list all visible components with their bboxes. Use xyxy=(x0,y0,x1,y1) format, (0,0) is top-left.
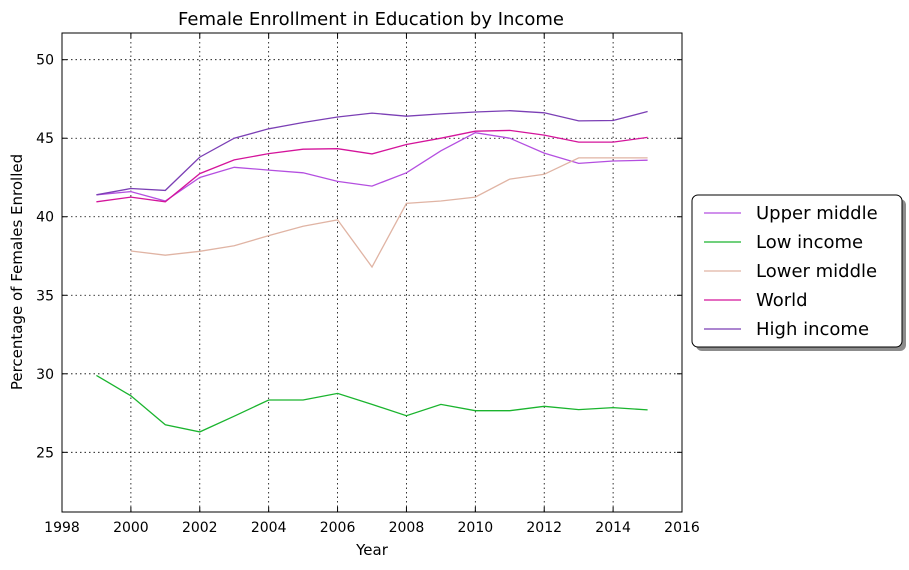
series-line-world xyxy=(96,129,648,203)
series-line-upper-middle xyxy=(96,132,648,202)
ticks xyxy=(61,33,683,512)
legend-label-low-income: Low income xyxy=(756,232,863,253)
y-tick-label: 30 xyxy=(36,367,54,383)
y-tick-label: 45 xyxy=(36,131,54,147)
legend: Upper middle Low income Lower middle World H… xyxy=(691,194,906,351)
x-tick-label: 2012 xyxy=(526,520,562,536)
series-layer xyxy=(96,110,648,433)
x-tick-label: 2004 xyxy=(251,520,287,536)
legend-label-lower-middle: Lower middle xyxy=(756,261,877,282)
y-tick-label: 35 xyxy=(36,288,54,304)
y-tick-label: 25 xyxy=(36,445,54,461)
series-line-high-income xyxy=(96,110,648,196)
x-tick-label: 2014 xyxy=(595,520,631,536)
plot-frame xyxy=(61,32,683,513)
y-axis-label: Percentage of Females Enrolled xyxy=(8,154,26,390)
grid xyxy=(62,33,682,512)
x-tick-label: 1998 xyxy=(44,520,80,536)
chart-title: Female Enrollment in Education by Income xyxy=(178,9,564,30)
x-tick-label: 2006 xyxy=(320,520,356,536)
legend-label-world: World xyxy=(756,290,808,311)
series-line-low-income xyxy=(96,374,648,433)
legend-label-high-income: High income xyxy=(756,319,869,340)
series-line-lower-middle xyxy=(130,157,648,269)
y-tick-label: 50 xyxy=(36,53,54,69)
y-tick-label: 40 xyxy=(36,210,54,226)
legend-items: Upper middle Low income Lower middle World H… xyxy=(704,203,878,340)
x-tick-label: 2002 xyxy=(182,520,218,536)
x-tick-label: 2008 xyxy=(389,520,425,536)
x-tick-label: 2016 xyxy=(664,520,700,536)
x-tick-label: 2010 xyxy=(458,520,494,536)
legend-label-upper-middle: Upper middle xyxy=(756,203,878,224)
x-axis-label: Year xyxy=(355,541,389,559)
tick-labels: 1998 2000 2002 2004 2006 2008 2010 2012 2014 2016… xyxy=(36,53,700,536)
x-tick-label: 2000 xyxy=(113,520,149,536)
legend-box xyxy=(691,194,903,348)
